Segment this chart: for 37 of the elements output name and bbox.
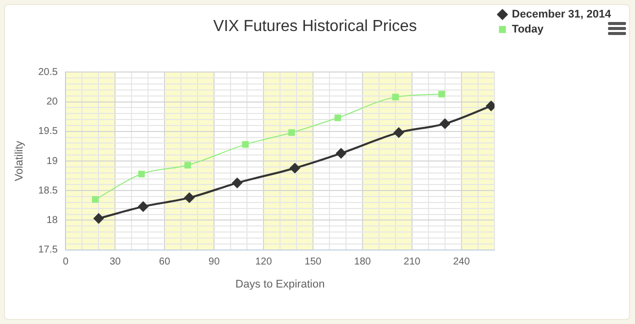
legend-label: Today bbox=[512, 24, 544, 36]
point bbox=[138, 202, 148, 212]
point bbox=[392, 94, 399, 100]
x-tick-label: 210 bbox=[404, 256, 421, 268]
y-tick-label: 18 bbox=[46, 214, 58, 226]
y-tick-label: 20.5 bbox=[38, 66, 58, 78]
x-tick-label: 240 bbox=[453, 256, 470, 268]
point bbox=[92, 196, 99, 203]
point bbox=[94, 213, 104, 224]
x-axis-title: Days to Expiration bbox=[235, 278, 325, 290]
x-tick-label: 60 bbox=[159, 256, 171, 268]
y-tick-label: 19 bbox=[46, 156, 58, 167]
x-tick-label: 180 bbox=[354, 256, 372, 268]
y-tick-label: 18.5 bbox=[38, 185, 58, 196]
point bbox=[184, 162, 192, 168]
point bbox=[138, 170, 145, 178]
point bbox=[288, 129, 295, 136]
legend-label: December 31, 2014 bbox=[512, 8, 612, 21]
point bbox=[438, 90, 445, 98]
y-axis-title: Volatility bbox=[14, 140, 26, 182]
y-tick-label: 19.5 bbox=[38, 126, 58, 138]
x-tick-label: 30 bbox=[110, 256, 122, 268]
chart-title: VIX Futures Historical Prices bbox=[213, 18, 417, 36]
y-tick-label: 20 bbox=[46, 96, 58, 108]
x-tick-label: 120 bbox=[255, 256, 272, 268]
point bbox=[336, 148, 346, 158]
x-tick-label: 0 bbox=[62, 256, 69, 268]
point bbox=[184, 192, 194, 203]
point bbox=[242, 141, 249, 148]
point bbox=[440, 118, 450, 129]
y-tick-label: 17.5 bbox=[38, 244, 58, 256]
point bbox=[334, 114, 342, 122]
point bbox=[394, 128, 404, 138]
point bbox=[232, 178, 242, 188]
point bbox=[290, 163, 300, 174]
x-tick-label: 150 bbox=[304, 256, 322, 268]
x-tick-label: 90 bbox=[208, 256, 220, 268]
